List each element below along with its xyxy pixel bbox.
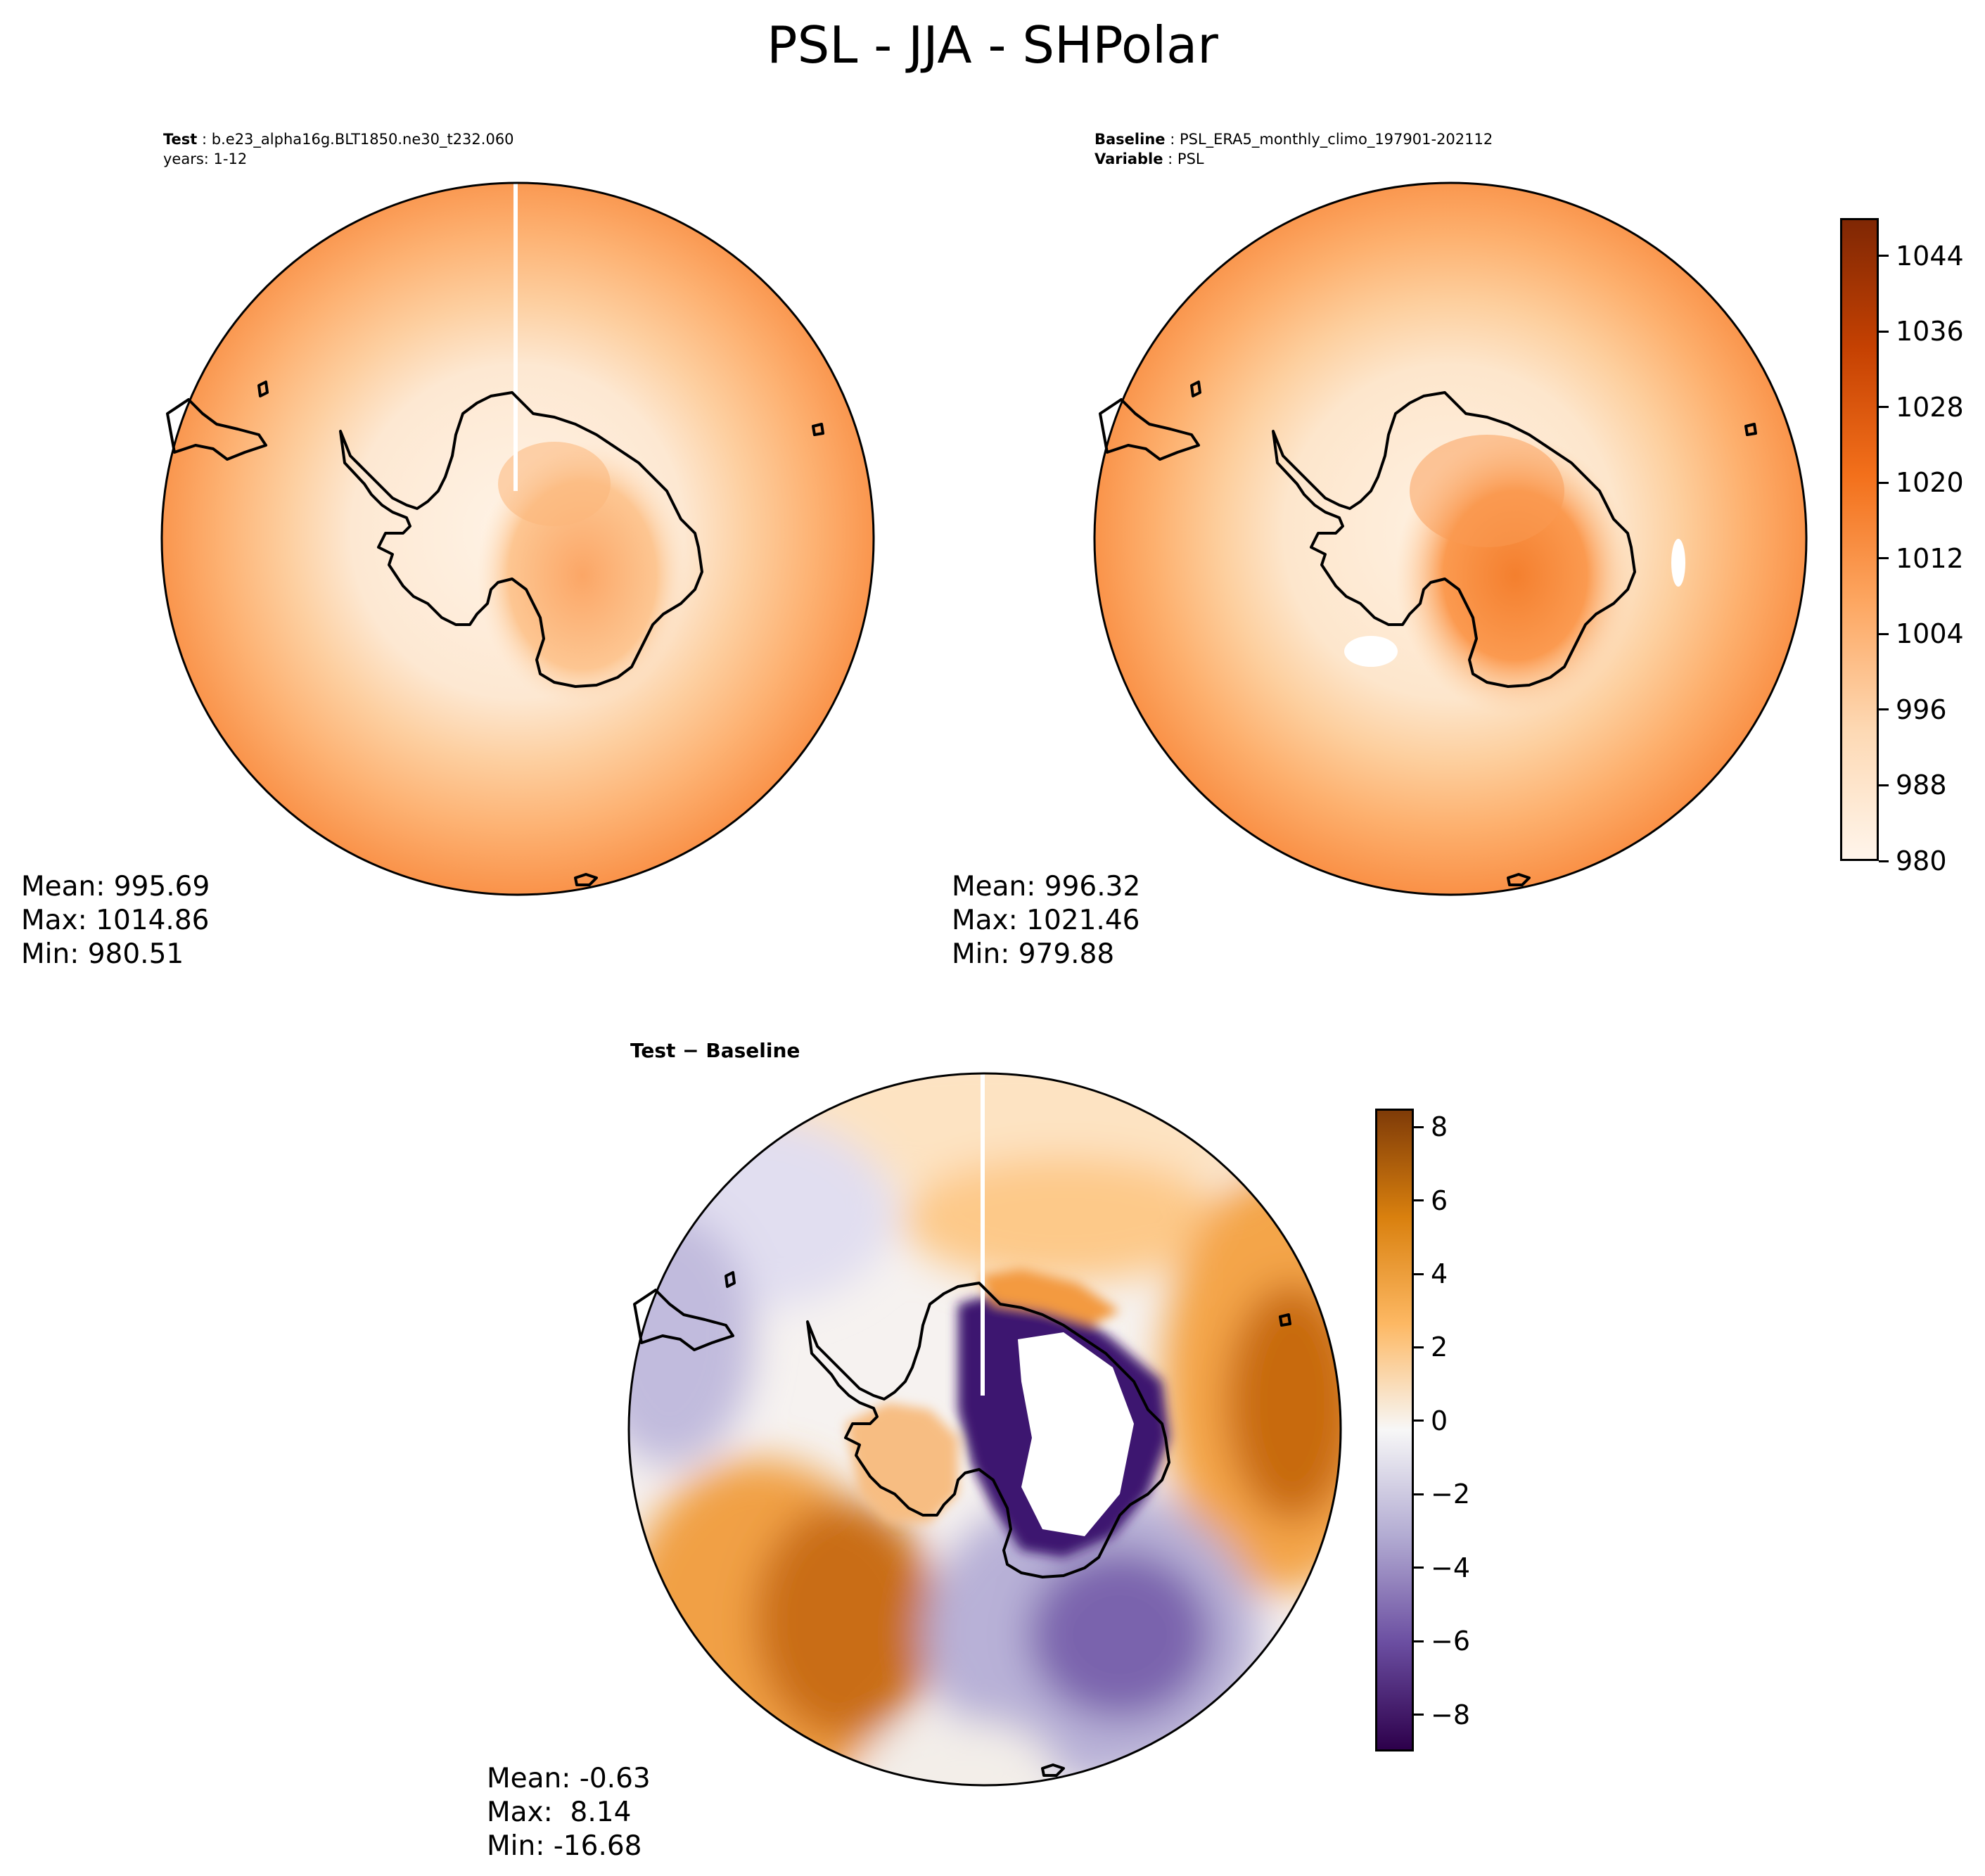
psl-colorbar-tick-mark <box>1879 557 1889 560</box>
psl-colorbar-tick-mark <box>1879 784 1889 786</box>
diff-stat-min: Min: -16.68 <box>487 1830 642 1862</box>
psl-colorbar-ticks: 980 988 996 1004 1012 1020 1028 1036 1044 <box>1879 218 1964 876</box>
baseline-header-value: PSL_ERA5_monthly_climo_197901-202112 <box>1179 131 1493 148</box>
psl-colorbar-tick-label: 1044 <box>1896 240 1964 272</box>
diff-colorbar-tick-label: −4 <box>1431 1552 1471 1583</box>
test-seam <box>513 183 518 491</box>
diff-colorbar-tick-label: 4 <box>1431 1258 1448 1290</box>
diff-map-border <box>627 1072 1342 1787</box>
test-map <box>160 181 875 896</box>
baseline-low-patch <box>1344 636 1398 667</box>
test-stats: Mean: 995.69 Max: 1014.86 Min: 980.51 <box>21 870 210 971</box>
diff-colorbar-tick-label: 0 <box>1431 1405 1448 1436</box>
diff-colorbar-tick-mark <box>1414 1566 1424 1569</box>
psl-colorbar-tick-label: 1020 <box>1896 467 1964 499</box>
psl-colorbar-tick-mark <box>1879 632 1889 635</box>
baseline-stats: Mean: 996.32 Max: 1021.46 Min: 979.88 <box>952 870 1140 971</box>
diff-colorbar-tick-mark <box>1414 1199 1424 1202</box>
psl-colorbar-tick-label: 988 <box>1896 770 1947 801</box>
diff-colorbar-tick-mark <box>1414 1419 1424 1422</box>
baseline-coastline <box>1099 381 1757 886</box>
psl-colorbar-tick-mark <box>1879 406 1889 409</box>
baseline-header-value2: PSL <box>1177 151 1204 167</box>
diff-header: Test − Baseline <box>630 1039 800 1062</box>
psl-colorbar-tick-label: 1012 <box>1896 542 1964 574</box>
baseline-stat-mean: Mean: 996.32 <box>952 871 1141 902</box>
psl-colorbar-tick-label: 1004 <box>1896 618 1964 650</box>
diff-colorbar-tick-mark <box>1414 1125 1424 1128</box>
diff-colorbar-tick-mark <box>1414 1640 1424 1642</box>
baseline-stat-min: Min: 979.88 <box>952 938 1115 970</box>
baseline-header: Baseline : PSL_ERA5_monthly_climo_197901… <box>1094 131 1493 167</box>
psl-colorbar-tick-label: 980 <box>1896 846 1947 876</box>
diff-colorbar-tick-mark <box>1414 1346 1424 1348</box>
psl-colorbar-tick-label: 996 <box>1896 694 1947 725</box>
diff-colorbar-ticks: 8 6 4 2 0 −2 −4 −6 −8 <box>1414 1109 1484 1751</box>
psl-colorbar-tick-mark <box>1879 255 1889 257</box>
test-stat-max: Max: 1014.86 <box>21 905 210 936</box>
psl-colorbar <box>1840 218 1879 861</box>
psl-colorbar-tick-label: 1036 <box>1896 316 1964 347</box>
test-header-years: years: 1-12 <box>163 151 248 167</box>
psl-colorbar-tick-mark <box>1879 708 1889 711</box>
diff-colorbar-tick-mark <box>1414 1493 1424 1495</box>
diff-plateau-white <box>1018 1332 1134 1536</box>
psl-colorbar-tick-mark <box>1879 330 1889 333</box>
diff-stat-mean: Mean: -0.63 <box>487 1763 651 1794</box>
baseline-map <box>1093 181 1808 896</box>
figure-title: PSL - JJA - SHPolar <box>767 15 1218 75</box>
baseline-map-border <box>1093 181 1808 896</box>
diff-colorbar <box>1375 1109 1414 1751</box>
test-header-value: b.e23_alpha16g.BLT1850.ne30_t232.060 <box>211 131 514 148</box>
diff-colorbar-tick-mark <box>1414 1714 1424 1716</box>
diff-colorbar-tick-label: 8 <box>1431 1111 1448 1143</box>
diff-colorbar-tick-label: 2 <box>1431 1332 1448 1363</box>
test-header: Test : b.e23_alpha16g.BLT1850.ne30_t232.… <box>163 131 514 167</box>
psl-colorbar-tick-mark <box>1879 860 1889 862</box>
baseline-header-label: Baseline <box>1094 131 1166 148</box>
diff-colorbar-tick-label: −8 <box>1431 1699 1471 1730</box>
psl-colorbar-tick-mark <box>1879 481 1889 484</box>
diff-coastline <box>633 1271 1291 1777</box>
diff-colorbar-tick-mark <box>1414 1272 1424 1275</box>
test-header-label: Test <box>163 131 198 148</box>
diff-map <box>627 1072 1342 1787</box>
test-stat-min: Min: 980.51 <box>21 938 184 970</box>
test-map-border <box>160 181 875 896</box>
diff-seam <box>981 1073 985 1396</box>
baseline-header-label2: Variable <box>1094 151 1163 167</box>
diff-colorbar-tick-label: −6 <box>1431 1626 1471 1657</box>
diff-stats: Mean: -0.63 Max: 8.14 Min: -16.68 <box>487 1762 651 1863</box>
psl-colorbar-tick-label: 1028 <box>1896 391 1964 423</box>
diff-colorbar-tick-label: 6 <box>1431 1185 1448 1216</box>
diff-stat-max: Max: 8.14 <box>487 1797 632 1828</box>
diff-colorbar-tick-label: −2 <box>1431 1479 1471 1510</box>
test-stat-mean: Mean: 995.69 <box>21 871 210 902</box>
test-coastline <box>166 381 824 886</box>
baseline-stat-max: Max: 1021.46 <box>952 905 1140 936</box>
